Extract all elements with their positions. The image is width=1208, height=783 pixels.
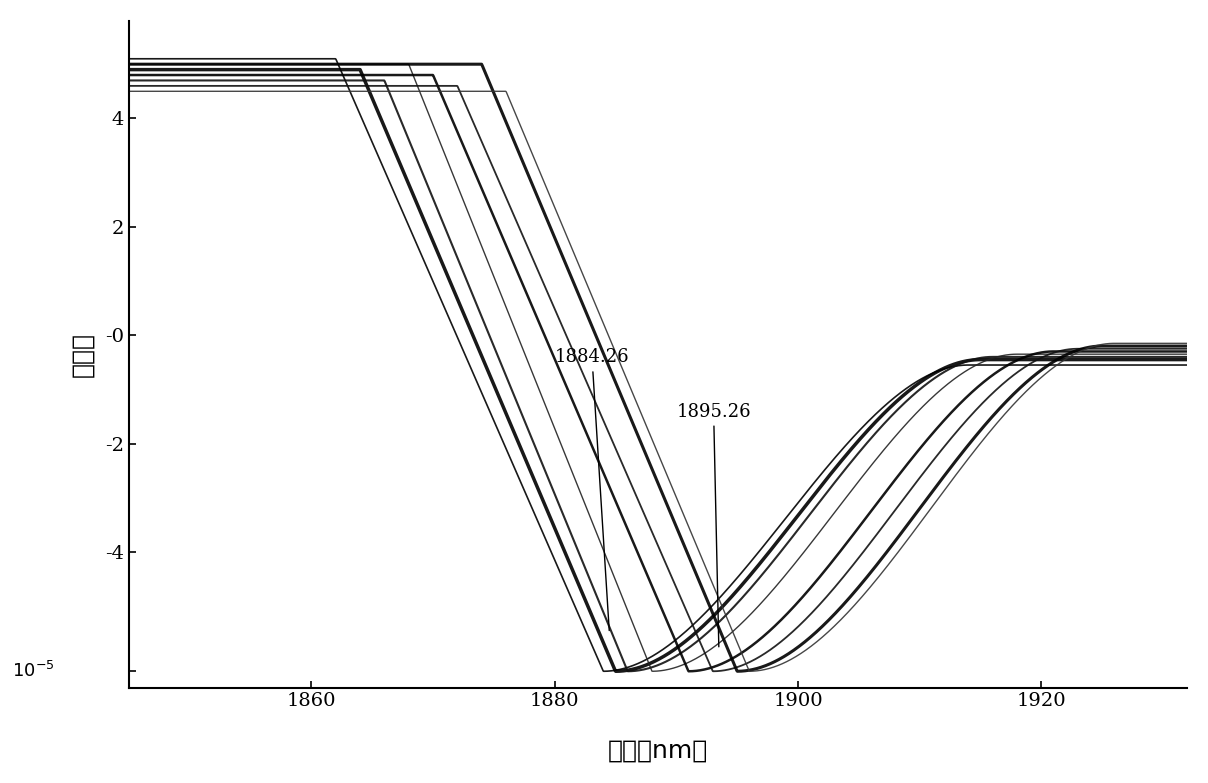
Y-axis label: 吸光度: 吸光度	[70, 332, 94, 377]
X-axis label: 波长（nm）: 波长（nm）	[608, 738, 708, 762]
Text: 1884.26: 1884.26	[554, 348, 629, 630]
Text: $10^{-5}$: $10^{-5}$	[12, 661, 54, 681]
Text: 1895.26: 1895.26	[676, 402, 751, 647]
